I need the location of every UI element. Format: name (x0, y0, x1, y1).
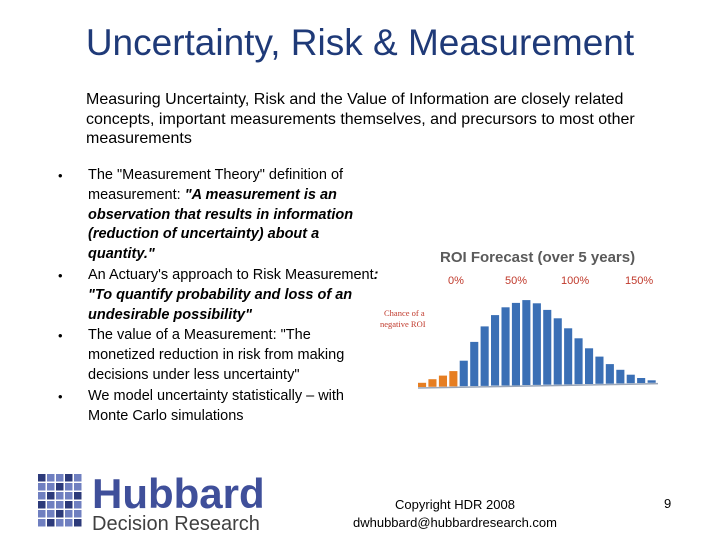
logo-grid-square (74, 474, 82, 482)
logo-subtitle: Decision Research (92, 513, 260, 534)
logo-grid-square (47, 519, 55, 527)
bullet-dot: • (58, 168, 63, 183)
logo-grid-square (74, 483, 82, 491)
logo-grid-icon (38, 474, 82, 527)
logo-grid-square (65, 501, 73, 509)
histogram-bar (626, 374, 635, 384)
logo-grid-square (47, 510, 55, 518)
logo-grid-square (38, 474, 46, 482)
email-text: dwhubbard@hubbardresearch.com (353, 515, 557, 530)
logo-grid-square (74, 519, 82, 527)
histogram-bar (511, 302, 520, 386)
logo-grid-square (38, 501, 46, 509)
histogram-bar (418, 382, 427, 388)
hubbard-logo: Hubbard Decision Research (38, 470, 265, 534)
logo-grid-square (56, 474, 64, 482)
histogram-bar (428, 379, 437, 387)
logo-grid-square (74, 510, 82, 518)
bullet-item: • The "Measurement Theory" definition of… (58, 166, 380, 265)
histogram-bar (491, 315, 500, 386)
logo-grid-square (74, 492, 82, 500)
axis-label-2: 100% (561, 275, 589, 287)
axis-label-3: 150% (625, 275, 653, 287)
logo-grid-square (38, 483, 46, 491)
histogram-bar (480, 326, 489, 386)
bullet-item: • An Actuary's approach to Risk Measurem… (58, 266, 380, 325)
histogram-bar (647, 380, 656, 383)
histogram-bar (522, 300, 531, 386)
logo-grid-square (65, 492, 73, 500)
footer-copyright: Copyright HDR 2008 dwhubbard@hubbardrese… (330, 496, 580, 532)
histogram-bar (459, 360, 468, 387)
histogram-bar (616, 369, 625, 384)
bullet-item: • We model uncertainty statistically – w… (58, 387, 380, 427)
histogram-bar (438, 375, 447, 387)
logo-grid-square (65, 483, 73, 491)
histogram-bar (637, 378, 646, 384)
axis-label-1: 50% (505, 275, 527, 287)
histogram-bar (543, 309, 552, 385)
page-number: 9 (664, 496, 672, 511)
bar-group (417, 300, 659, 389)
figure-title: ROI Forecast (over 5 years) (440, 249, 635, 266)
logo-grid-square (47, 483, 55, 491)
logo-grid-square (56, 501, 64, 509)
logo-grid-square (47, 501, 55, 509)
axis-label-0: 0% (448, 275, 464, 287)
bullet-emphasis: "A measurement is an observation that re… (88, 186, 354, 263)
histogram-bar (585, 348, 594, 384)
logo-grid-square (65, 510, 73, 518)
bullet-text: An Actuary's approach to Risk Measuremen… (88, 266, 374, 283)
bullet-list: • The "Measurement Theory" definition of… (58, 166, 380, 427)
histogram-bar (449, 371, 458, 387)
logo-grid-square (65, 474, 73, 482)
bullet-text: The "Measurement Theory" definition of m… (88, 167, 344, 203)
logo-grid-square (38, 519, 46, 527)
bullet-emphasis: : "To quantify probability and loss of a… (88, 266, 379, 323)
bullet-text: We model uncertainty statistically – wit… (88, 387, 345, 424)
bullet-text: The value of a Measurement: "The monetiz… (88, 327, 345, 383)
logo-grid-square (74, 501, 82, 509)
bullet-dot: • (58, 328, 63, 344)
logo-grid-square (56, 483, 64, 491)
copyright-text: Copyright HDR 2008 (395, 497, 515, 512)
logo-name: Hubbard (92, 470, 265, 517)
logo-grid-square (65, 519, 73, 527)
intro-paragraph: Measuring Uncertainty, Risk and the Valu… (86, 91, 635, 147)
logo-grid-square (38, 510, 46, 518)
histogram-bar (595, 356, 604, 384)
histogram-bar (470, 341, 479, 387)
histogram-bar (564, 328, 573, 385)
logo-grid-square (56, 510, 64, 518)
histogram-bar (574, 338, 583, 385)
histogram-bar (532, 303, 541, 385)
histogram-bar (605, 364, 614, 384)
histogram-bar (501, 307, 510, 386)
bullet-dot: • (58, 267, 63, 283)
logo-grid-square (38, 492, 46, 500)
logo-grid-square (47, 474, 55, 482)
logo-grid-square (56, 519, 64, 527)
bullet-item: • The value of a Measurement: "The monet… (58, 326, 380, 385)
histogram-baseline (417, 382, 659, 389)
bullet-dot: • (58, 388, 63, 404)
annotation-line-1: Chance of a (384, 308, 425, 318)
roi-forecast-figure: ROI Forecast (over 5 years) 0% 50% 100% … (380, 249, 659, 389)
logo-grid-square (47, 492, 55, 500)
histogram-bar (553, 318, 562, 385)
slide-title: Uncertainty, Risk & Measurement (85, 22, 635, 63)
logo-grid-square (56, 492, 64, 500)
annotation-line-2: negative ROI (380, 319, 426, 329)
